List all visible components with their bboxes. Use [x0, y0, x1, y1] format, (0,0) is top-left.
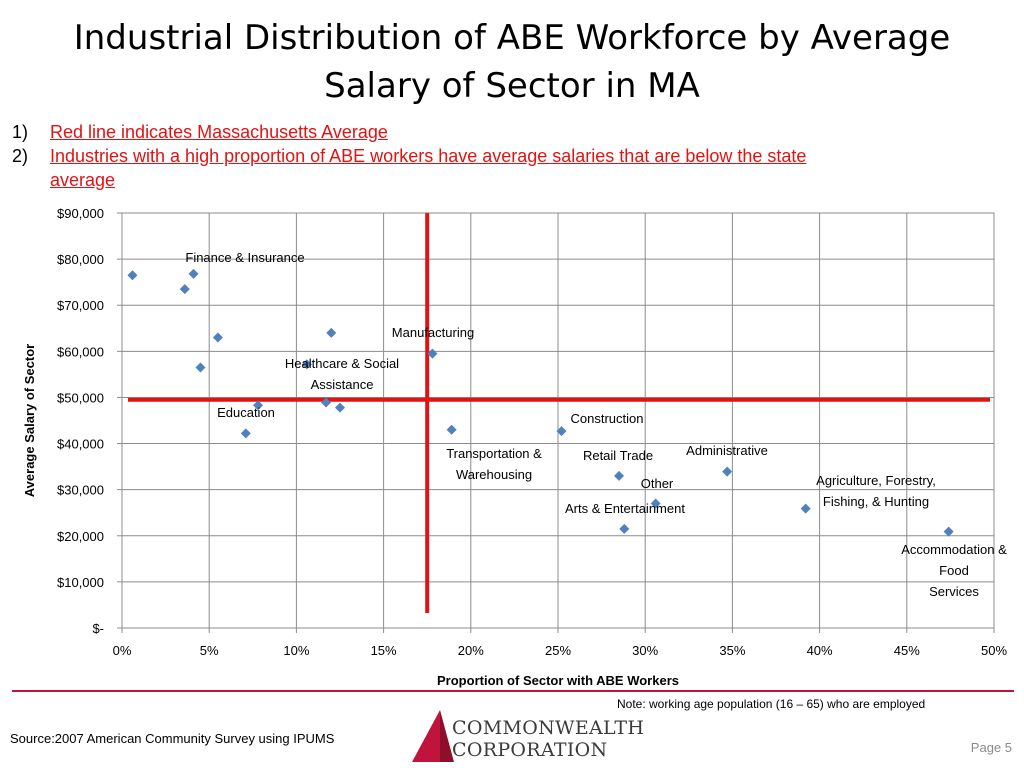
y-tick-label: $10,000	[57, 575, 104, 590]
y-tick-label: $90,000	[57, 206, 104, 221]
data-point	[614, 470, 625, 481]
notes-list: 1) Red line indicates Massachusetts Avera…	[12, 120, 1012, 192]
data-point	[943, 526, 954, 537]
data-point	[179, 284, 190, 295]
sector-label: Other	[641, 476, 674, 491]
x-tick-label: 25%	[545, 643, 571, 658]
y-axis-title: Average Salary of Sector	[22, 344, 37, 497]
scatter-chart: $- $10,000 $20,000 $30,000 $40,000 $50,000 $60…	[22, 206, 1007, 688]
footer-rule	[12, 690, 1014, 692]
commonwealth-logo-icon	[412, 710, 454, 762]
data-point	[326, 327, 337, 338]
sector-label: Arts & Entertainment	[565, 501, 685, 516]
logo-line-1: COMMONWEALTH	[452, 717, 645, 739]
data-point	[195, 362, 206, 373]
sector-label: Agriculture, Forestry, Fishing, & Hunting	[816, 473, 936, 509]
sector-label: Education	[217, 405, 275, 420]
data-point	[446, 424, 457, 435]
note-item: 1) Red line indicates Massachusetts Avera…	[12, 120, 1012, 144]
data-point	[335, 402, 345, 413]
note-text: average	[50, 170, 116, 190]
note-text: Red line indicates Massachusetts Average	[50, 122, 388, 142]
data-point	[253, 400, 264, 411]
y-tick-label: $40,000	[57, 437, 104, 452]
sector-label: Finance & Insurance	[185, 250, 304, 265]
note-item: 2) Industries with a high proportion of A…	[12, 144, 1012, 168]
y-tick-label: $20,000	[57, 529, 104, 544]
logo-line-2: CORPORATION	[452, 739, 608, 761]
source-note: Source:2007 American Community Survey us…	[10, 731, 335, 746]
x-tick-label: 45%	[894, 643, 920, 658]
data-point	[127, 270, 138, 281]
data-point	[321, 397, 332, 408]
x-tick-label: 30%	[632, 643, 658, 658]
y-tick-label: $50,000	[57, 390, 104, 405]
sector-label: Retail Trade	[583, 448, 653, 463]
data-point	[212, 332, 223, 343]
x-axis-title: Proportion of Sector with ABE Workers	[437, 673, 679, 688]
x-tick-label: 20%	[458, 643, 484, 658]
x-tick-label: 35%	[719, 643, 745, 658]
note-text: Industries with a high proportion of ABE…	[50, 146, 807, 166]
x-tick-label: 5%	[200, 643, 219, 658]
note-number: 2)	[12, 146, 29, 166]
y-tick-label: $70,000	[57, 298, 104, 313]
sector-label: Construction	[571, 411, 644, 426]
sector-label: Accommodation & Food Services	[901, 542, 1007, 599]
x-tick-label: 10%	[283, 643, 309, 658]
logo-wordmark: COMMONWEALTH CORPORATION	[452, 717, 644, 761]
data-point	[240, 428, 251, 439]
data-point	[800, 503, 811, 514]
data-point	[722, 466, 733, 477]
sector-label: Healthcare & Social Assistance	[285, 356, 399, 392]
data-point	[301, 359, 312, 370]
sector-label: Manufacturing	[392, 325, 474, 340]
x-tick-label: 50%	[981, 643, 1007, 658]
x-tick-label: 0%	[113, 643, 132, 658]
data-point	[619, 523, 630, 534]
y-tick-label: $-	[92, 621, 104, 636]
x-tick-label: 15%	[371, 643, 397, 658]
y-tick-label: $60,000	[57, 344, 104, 359]
sector-label: Administrative	[686, 443, 768, 458]
data-point	[556, 426, 567, 437]
data-point	[188, 268, 199, 279]
title-line-1: Industrial Distribution of ABE Workforce…	[73, 18, 951, 58]
y-tick-label: $30,000	[57, 483, 104, 498]
slide-title: Industrial Distribution of ABE Workforce…	[20, 14, 1004, 110]
x-tick-label: 40%	[807, 643, 833, 658]
sector-label: Transportation & Warehousing	[446, 446, 542, 482]
note-number: 1)	[12, 122, 29, 142]
title-line-2: Salary of Sector in MA	[324, 66, 700, 106]
page-number: Page 5	[970, 740, 1012, 755]
y-tick-label: $80,000	[57, 252, 104, 267]
footnote: Note: working age population (16 – 65) w…	[617, 697, 926, 711]
note-item: average	[12, 168, 1012, 192]
data-point	[427, 348, 438, 359]
data-point	[650, 498, 661, 509]
